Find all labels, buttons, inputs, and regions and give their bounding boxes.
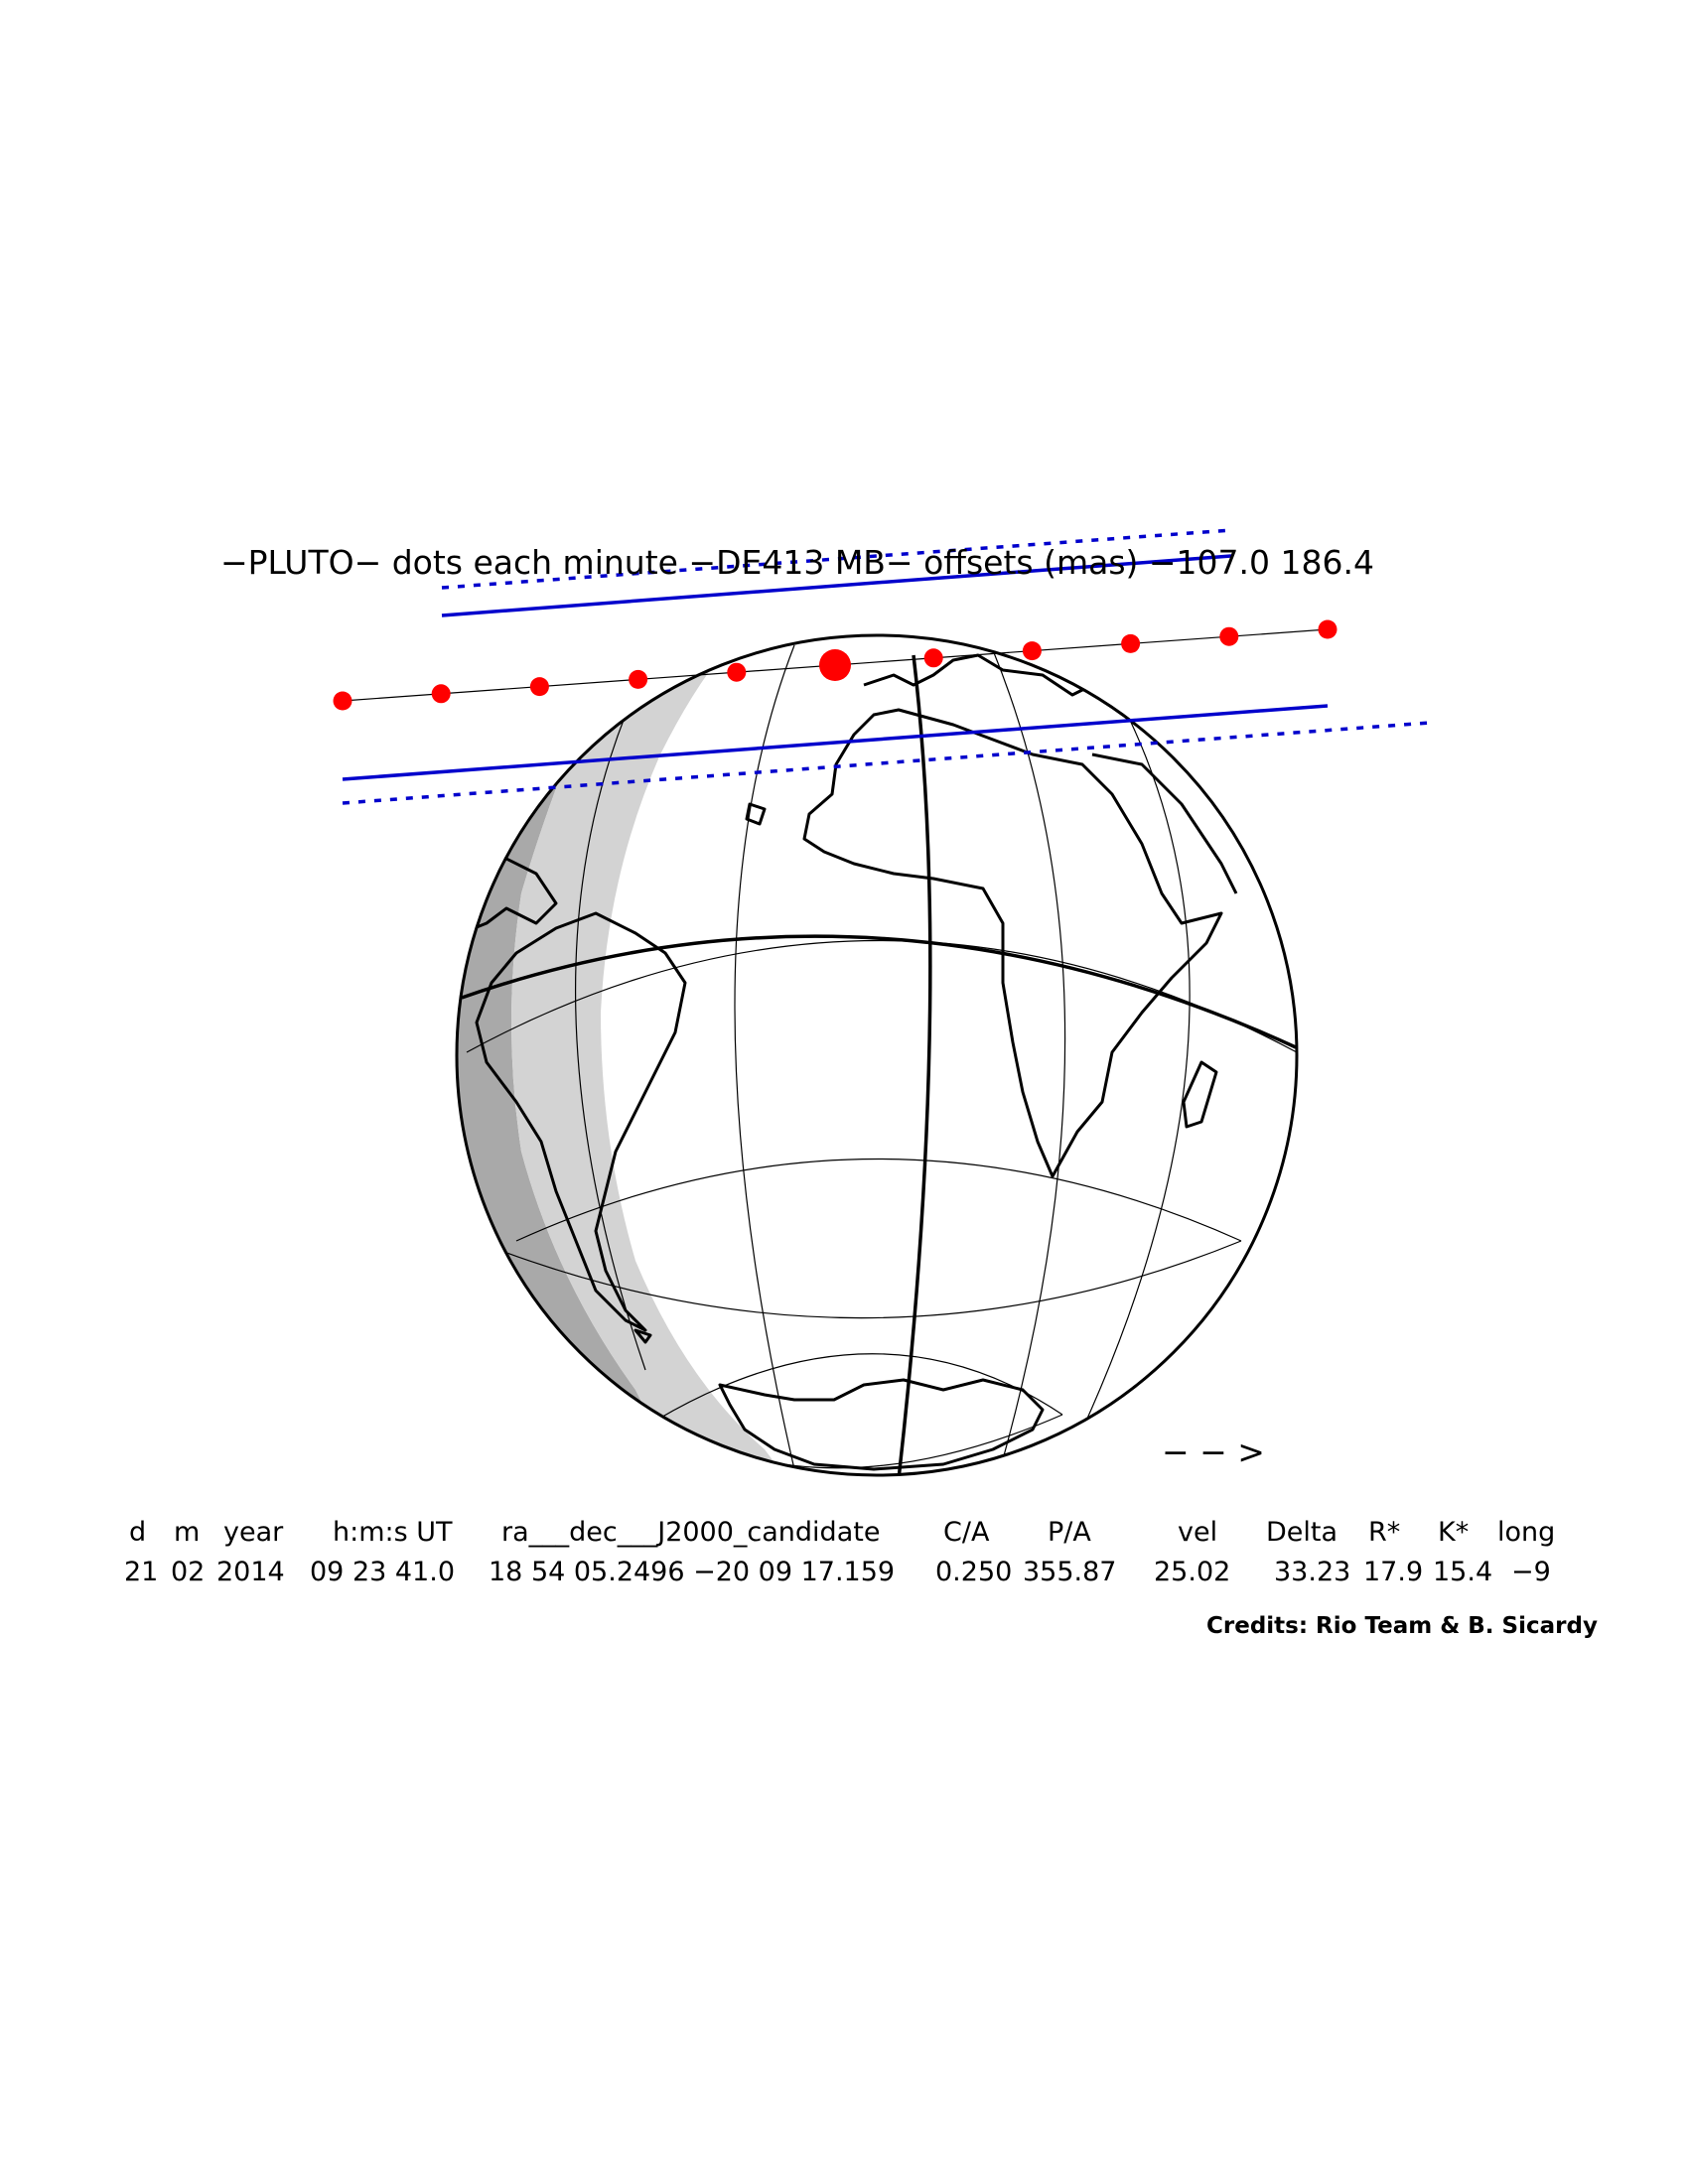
value-vel: 25.02: [1154, 1557, 1230, 1587]
globe-border: [455, 633, 1299, 1477]
shadow-limits: [342, 528, 1431, 805]
prime-meridian: [897, 654, 932, 1475]
value-delta: 33.23: [1274, 1557, 1350, 1587]
arabia-outline: [1091, 752, 1238, 894]
minute-dot: [923, 648, 943, 668]
south-limit-solid: [342, 704, 1329, 781]
header-radec: ra___dec___J2000_candidate: [501, 1517, 880, 1548]
value-time: 09 23 41.0: [310, 1557, 455, 1587]
header-ca: C/A: [943, 1517, 990, 1548]
value-radec: 18 54 05.2496 −20 09 17.159: [489, 1557, 895, 1587]
header-long: long: [1497, 1517, 1555, 1548]
antarctica-outline: [718, 1378, 1045, 1471]
header-m: m: [174, 1517, 200, 1548]
minute-dot: [629, 669, 648, 689]
africa-outline: [802, 708, 1223, 1178]
equator-line: [461, 934, 1297, 1049]
north-atlantic-islands: [745, 802, 767, 826]
europe-outline: [863, 653, 1093, 697]
value-rstar: 17.9: [1363, 1557, 1423, 1587]
minute-dot: [431, 684, 451, 704]
minute-dot: [1318, 619, 1337, 639]
header-time: h:m:s UT: [333, 1517, 453, 1548]
value-kstar: 15.4: [1433, 1557, 1492, 1587]
ephemeris-table-values: 21 02 2014 09 23 41.0 18 54 05.2496 −20 …: [124, 1557, 1551, 1587]
south-america-outline: [475, 911, 687, 1332]
madagascar-outline: [1182, 1060, 1218, 1129]
header-year: year: [223, 1517, 284, 1548]
value-year: 2014: [216, 1557, 285, 1587]
credits: Credits: Rio Team & B. Sicardy: [1206, 1613, 1598, 1639]
minute-dot: [727, 662, 747, 682]
minute-dot: [1022, 641, 1042, 661]
north-limit-solid: [441, 554, 1232, 617]
map-title: −PLUTO− dots each minute −DE413 MB− offs…: [220, 543, 1374, 582]
direction-arrow: − − >: [1162, 1433, 1265, 1471]
value-m: 02: [171, 1557, 205, 1587]
header-kstar: K*: [1438, 1517, 1469, 1548]
central-path: [333, 619, 1337, 711]
north-limit-dotted: [441, 528, 1232, 590]
closest-approach-dot: [819, 649, 851, 681]
header-rstar: R*: [1368, 1517, 1400, 1548]
minute-dot: [333, 691, 352, 711]
header-delta: Delta: [1266, 1517, 1337, 1548]
header-pa: P/A: [1048, 1517, 1091, 1548]
twilight-region: [511, 645, 794, 1475]
value-d: 21: [124, 1557, 158, 1587]
falklands-outline: [633, 1328, 652, 1344]
coastlines: [461, 653, 1238, 1471]
value-pa: 355.87: [1023, 1557, 1116, 1587]
ephemeris-table-header: d m year h:m:s UT ra___dec___J2000_candi…: [129, 1517, 1555, 1548]
minute-dot: [1121, 633, 1141, 653]
south-limit-dotted: [342, 721, 1431, 805]
minute-dot: [529, 677, 549, 697]
header-vel: vel: [1178, 1517, 1217, 1548]
value-long: −9: [1511, 1557, 1551, 1587]
globe-disk: [457, 635, 1297, 1475]
value-ca: 0.250: [935, 1557, 1012, 1587]
header-d: d: [129, 1517, 146, 1548]
minute-dot: [1219, 626, 1239, 646]
path-dots: [333, 619, 1337, 711]
